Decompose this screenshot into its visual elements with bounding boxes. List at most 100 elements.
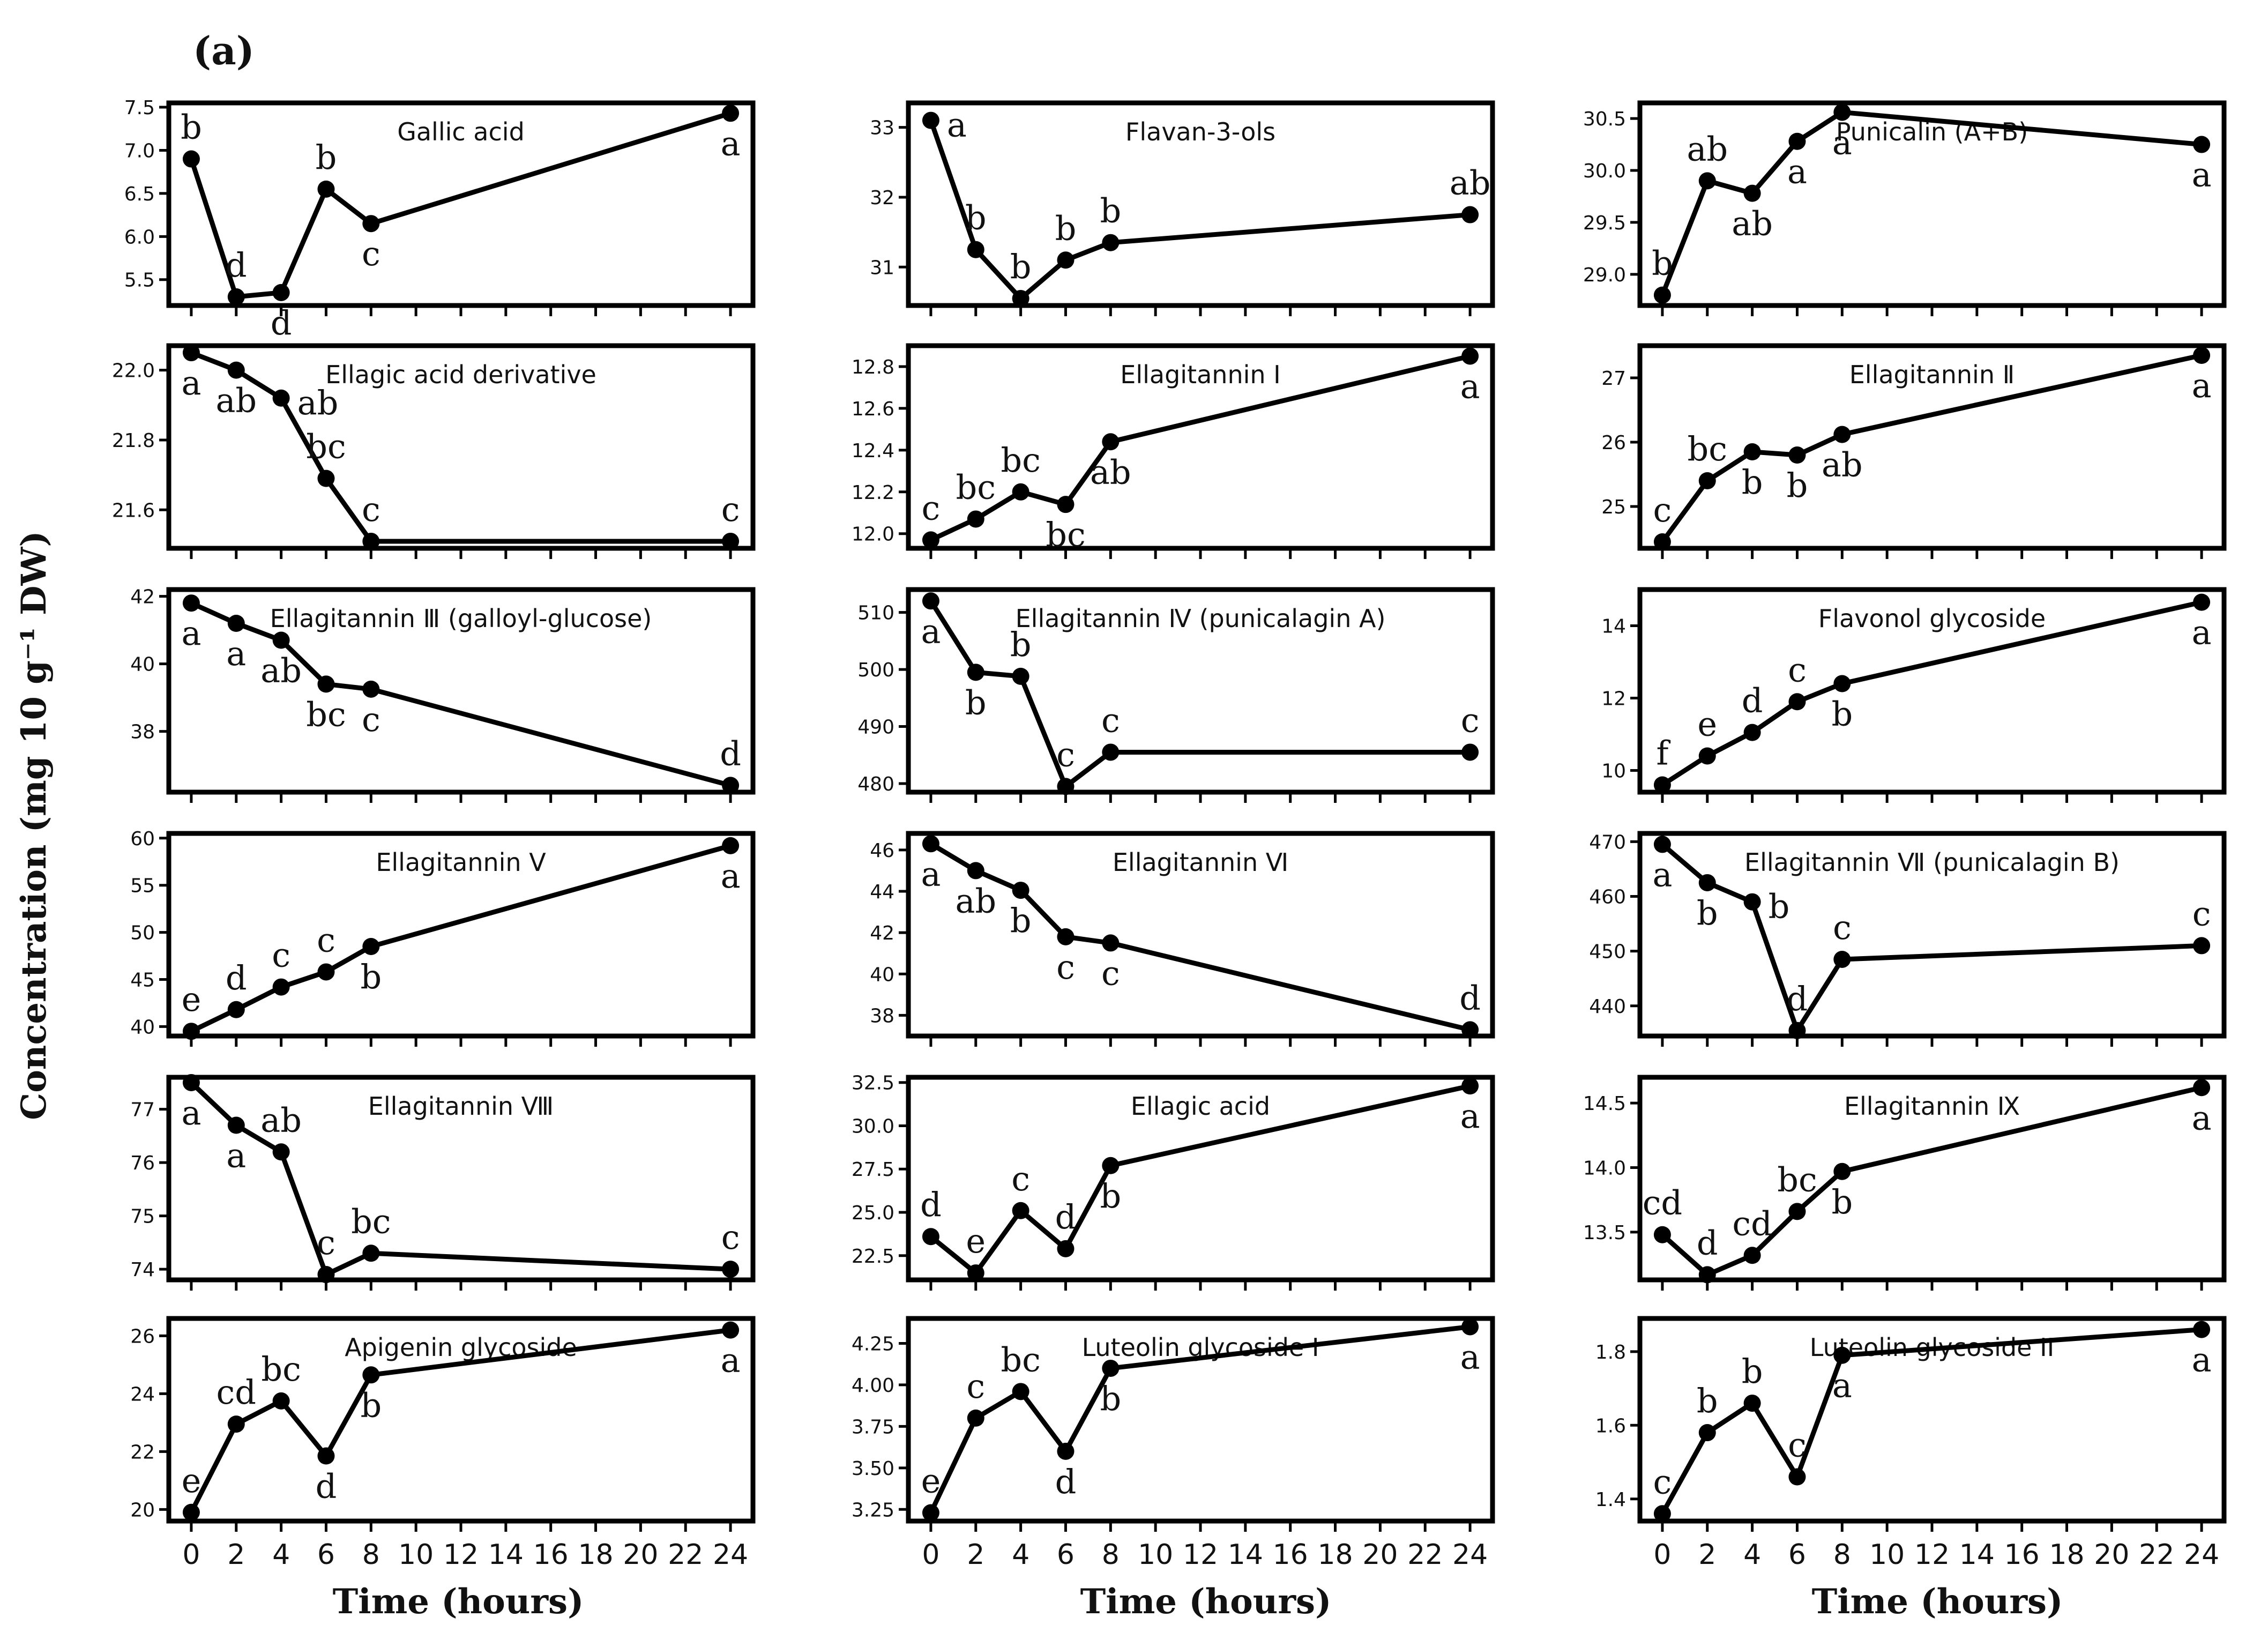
significance-label: d xyxy=(920,1185,942,1224)
data-point xyxy=(272,389,290,407)
significance-label: c xyxy=(721,1218,740,1257)
significance-label: bc xyxy=(351,1202,391,1241)
y-tick-label: 60 xyxy=(130,828,155,850)
x-tick-label: 22 xyxy=(668,1539,703,1571)
y-tick-label: 1.6 xyxy=(1595,1415,1626,1437)
panel-title: Ellagitannin Ⅱ xyxy=(1849,360,2015,389)
y-tick-label: 22.5 xyxy=(852,1246,894,1268)
x-tick-label: 4 xyxy=(1743,1539,1761,1571)
series-line xyxy=(189,1328,731,1514)
significance-label: a xyxy=(2192,155,2212,195)
y-tick-label: 440 xyxy=(1589,996,1626,1018)
significance-label: a xyxy=(721,1341,741,1380)
significance-label: b xyxy=(1697,893,1718,933)
significance-label: d xyxy=(226,958,247,997)
x-tick-label: 6 xyxy=(1057,1539,1075,1571)
data-point xyxy=(317,963,335,981)
data-point xyxy=(722,777,740,794)
significance-label: d xyxy=(226,245,247,285)
significance-label: b xyxy=(1831,695,1853,734)
data-point xyxy=(272,1392,290,1410)
significance-label: cd xyxy=(1732,1204,1772,1243)
x-tick-label: 22 xyxy=(1407,1539,1443,1571)
significance-label: a xyxy=(721,124,741,163)
data-point xyxy=(967,1409,984,1427)
x-tick-label: 10 xyxy=(1869,1539,1905,1571)
x-tick-label: 8 xyxy=(1833,1539,1851,1571)
significance-label: ab xyxy=(1090,452,1131,491)
significance-label: c xyxy=(1056,735,1075,774)
significance-label: ab xyxy=(1687,129,1728,168)
y-tick-label: 14.5 xyxy=(1583,1093,1626,1115)
significance-label: b xyxy=(181,108,202,147)
data-point xyxy=(1653,533,1671,550)
x-tick-label: 24 xyxy=(713,1539,748,1571)
y-tick-label: 20 xyxy=(130,1499,155,1521)
y-tick-label: 500 xyxy=(857,659,894,681)
significance-label: d xyxy=(1459,978,1481,1017)
data-point xyxy=(317,470,335,487)
series-line xyxy=(1661,843,2202,1033)
data-point xyxy=(1833,103,1851,121)
y-tick-label: 21.6 xyxy=(112,500,155,521)
data-point xyxy=(1057,496,1075,513)
panel-title: Ellagic acid derivative xyxy=(325,360,596,389)
significance-label: ab xyxy=(260,1100,302,1139)
significance-label: d xyxy=(1055,1462,1077,1501)
data-point xyxy=(227,615,245,632)
significance-label: d xyxy=(720,734,741,773)
y-tick-label: 42 xyxy=(130,586,155,608)
data-point xyxy=(182,594,200,612)
data-point xyxy=(362,937,380,955)
panel-title: Ellagitannin Ⅷ xyxy=(368,1092,554,1121)
data-point xyxy=(2193,347,2211,364)
y-tick-label: 480 xyxy=(857,773,894,795)
data-point xyxy=(182,1074,200,1091)
y-tick-label: 13.5 xyxy=(1583,1222,1626,1244)
y-tick-label: 27.5 xyxy=(852,1159,894,1181)
significance-label: a xyxy=(2192,613,2212,652)
significance-label: b xyxy=(360,1385,382,1425)
significance-label: c xyxy=(1788,1426,1807,1465)
data-point xyxy=(922,592,939,610)
panel-title: Apigenin glycoside xyxy=(345,1333,577,1362)
data-point xyxy=(2193,1079,2211,1097)
y-tick-label: 26 xyxy=(130,1325,155,1347)
data-point xyxy=(317,1447,335,1465)
data-point xyxy=(317,1266,335,1284)
y-tick-label: 42 xyxy=(870,922,894,944)
data-point xyxy=(1057,251,1075,269)
significance-label: e xyxy=(1697,705,1717,744)
data-point xyxy=(227,1415,245,1433)
x-tick-label: 2 xyxy=(1698,1539,1716,1571)
series-line xyxy=(928,1324,1471,1514)
data-point xyxy=(1698,472,1716,489)
x-tick-label: 18 xyxy=(2049,1539,2084,1571)
y-tick-label: 26 xyxy=(1601,432,1626,454)
significance-label: c xyxy=(1788,650,1807,689)
data-point xyxy=(362,1245,380,1262)
significance-label: a xyxy=(1460,1097,1480,1136)
significance-label: c xyxy=(1011,1159,1030,1198)
data-point xyxy=(272,1143,290,1161)
y-tick-label: 45 xyxy=(130,970,155,992)
x-tick-label: 24 xyxy=(2184,1539,2219,1571)
significance-label: ab xyxy=(955,881,996,920)
y-tick-label: 12.4 xyxy=(852,440,894,462)
data-point xyxy=(1461,1318,1479,1336)
y-tick-label: 10 xyxy=(1601,761,1626,783)
significance-label: d xyxy=(316,1467,337,1506)
data-point xyxy=(1012,1202,1029,1219)
data-point xyxy=(1743,724,1761,741)
data-point xyxy=(1102,234,1120,251)
x-tick-label: 10 xyxy=(398,1539,434,1571)
significance-label: e xyxy=(921,1462,941,1501)
y-tick-label: 12.0 xyxy=(852,524,894,546)
data-point xyxy=(1833,675,1851,692)
x-tick-label: 20 xyxy=(623,1539,658,1571)
significance-label: a xyxy=(1787,152,1807,191)
